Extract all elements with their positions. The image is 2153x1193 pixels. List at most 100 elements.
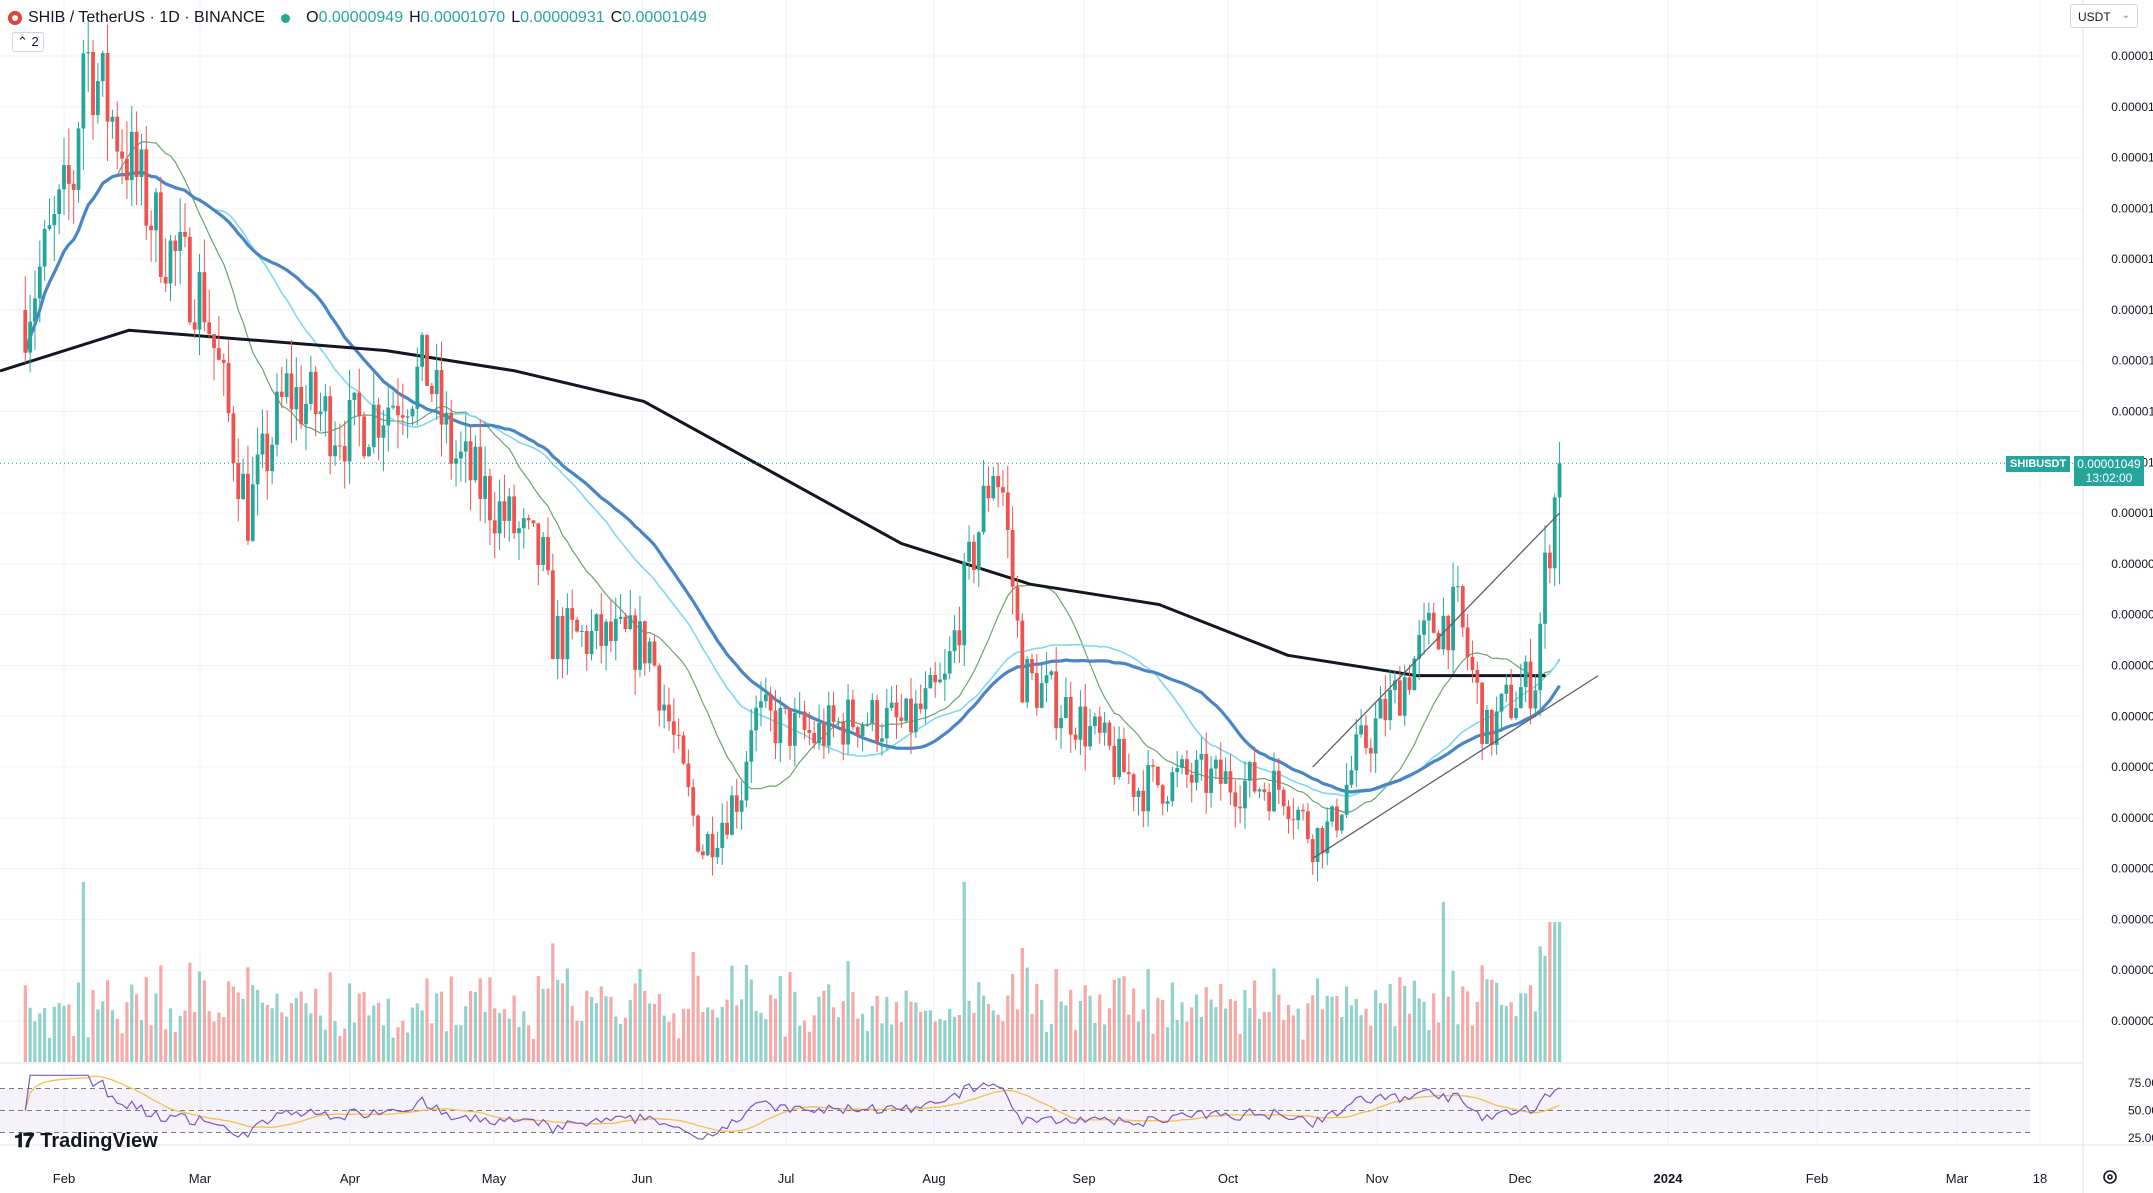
candle-body [1020,620,1025,703]
volume-bar [246,967,250,1062]
volume-bar [256,989,260,1062]
candle-body [173,240,178,251]
y-tick-label: 0.00001300 [2111,201,2153,215]
candle-body [1388,689,1393,721]
candle-body [807,729,812,733]
brand-name: TradingView [40,1130,158,1152]
volume-bar [294,997,298,1062]
tradingview-logo[interactable]: 𝟏𝟕 TradingView [14,1130,158,1153]
candle-body [473,446,478,481]
volume-bar [740,999,744,1062]
candle-body [865,723,870,725]
channel-upper-line [1312,512,1561,768]
candle-body [449,412,454,464]
candle-body [367,447,371,457]
candle-body [546,537,550,571]
candle-body [265,433,270,472]
candle-body [909,698,913,733]
volume-bar [265,1004,269,1062]
x-tick-label: May [482,1171,507,1186]
x-tick-label: Mar [189,1171,212,1186]
volume-bar [1117,978,1121,1062]
candle-body [1054,671,1059,729]
candle-body [1354,734,1359,771]
symbol-title[interactable]: SHIB / TetherUS · 1D · BINANCE [28,9,266,26]
candle-body [734,795,739,812]
candle-body [899,717,904,721]
volume-bar [473,991,477,1062]
rsi-pane[interactable] [0,1074,2030,1140]
settings-gear-icon[interactable] [2101,1168,2119,1186]
candle-body [536,523,541,565]
candle-body [826,705,831,746]
volume-bar [1180,1002,1184,1062]
candle-body [47,225,52,229]
volume-bar [1185,1021,1189,1062]
candle-body [1291,819,1296,821]
volume-bar [430,1023,434,1062]
volume-bar [478,978,482,1062]
volume-bar [333,1021,337,1062]
volume-bar [623,1017,628,1062]
candle-body [763,694,768,702]
volume-bar [1209,999,1213,1062]
volume-bar [1214,1007,1218,1062]
volume-bar [1044,1032,1049,1062]
volume-bar [977,981,981,1062]
candle-body [739,800,744,812]
candle-body [33,298,37,322]
candle-body [342,446,347,462]
volume-bar [1064,1005,1068,1062]
volume-bar [1330,996,1334,1062]
candle-body [584,630,589,655]
candle-body [638,621,642,670]
candle-body [328,396,333,457]
indicators-collapse-button[interactable]: ⌃ 2 [12,32,44,52]
volume-bar [565,968,569,1062]
candle-body [851,699,855,728]
candle-body [599,614,604,646]
volume-bar [904,990,908,1062]
candle-body [1155,766,1160,786]
y-tick-label: 0.00000500 [2111,1014,2153,1028]
candle-body [778,707,783,744]
volume-bar [343,1028,347,1062]
candle-body [250,484,255,541]
candle-body [1475,670,1480,683]
volume-bar [715,1017,719,1062]
bar-countdown: 13:02:00 [2085,471,2133,485]
candle-body [981,485,986,533]
candle-body [575,619,579,632]
candle-body [1383,698,1388,721]
volume-bar [1461,986,1465,1062]
candle-body [609,621,613,642]
volume-bar [696,975,700,1062]
indicator-count: 2 [31,34,39,49]
y-tick-label: 0.00001000 [2111,506,2153,520]
volume-bar [1030,1013,1034,1062]
candle-body [681,735,686,764]
x-tick-label: Feb [53,1171,75,1186]
volume-bar [1219,984,1223,1062]
candle-body [889,702,894,709]
currency-selector[interactable]: USDT ⌄ [2070,4,2138,28]
candle-body [318,411,323,415]
y-tick-label: 0.00001400 [2111,100,2153,114]
candlesticks[interactable] [0,19,2083,882]
volume-bar [1538,946,1542,1062]
candle-body [1146,765,1151,812]
candle-body [468,441,473,481]
volume-bar [57,1003,61,1062]
volume-bar [1088,995,1092,1062]
candle-body [37,266,42,299]
candle-body [284,373,289,397]
volume-bar [459,1025,463,1062]
volume-bar [1199,1016,1203,1062]
y-tick-label: 0.00000700 [2111,811,2153,825]
trend-channel[interactable] [1312,512,1599,860]
candle-body [1107,722,1112,746]
candle-body [952,630,957,652]
volume-bar [1233,1000,1237,1062]
candle-body [1378,698,1383,719]
